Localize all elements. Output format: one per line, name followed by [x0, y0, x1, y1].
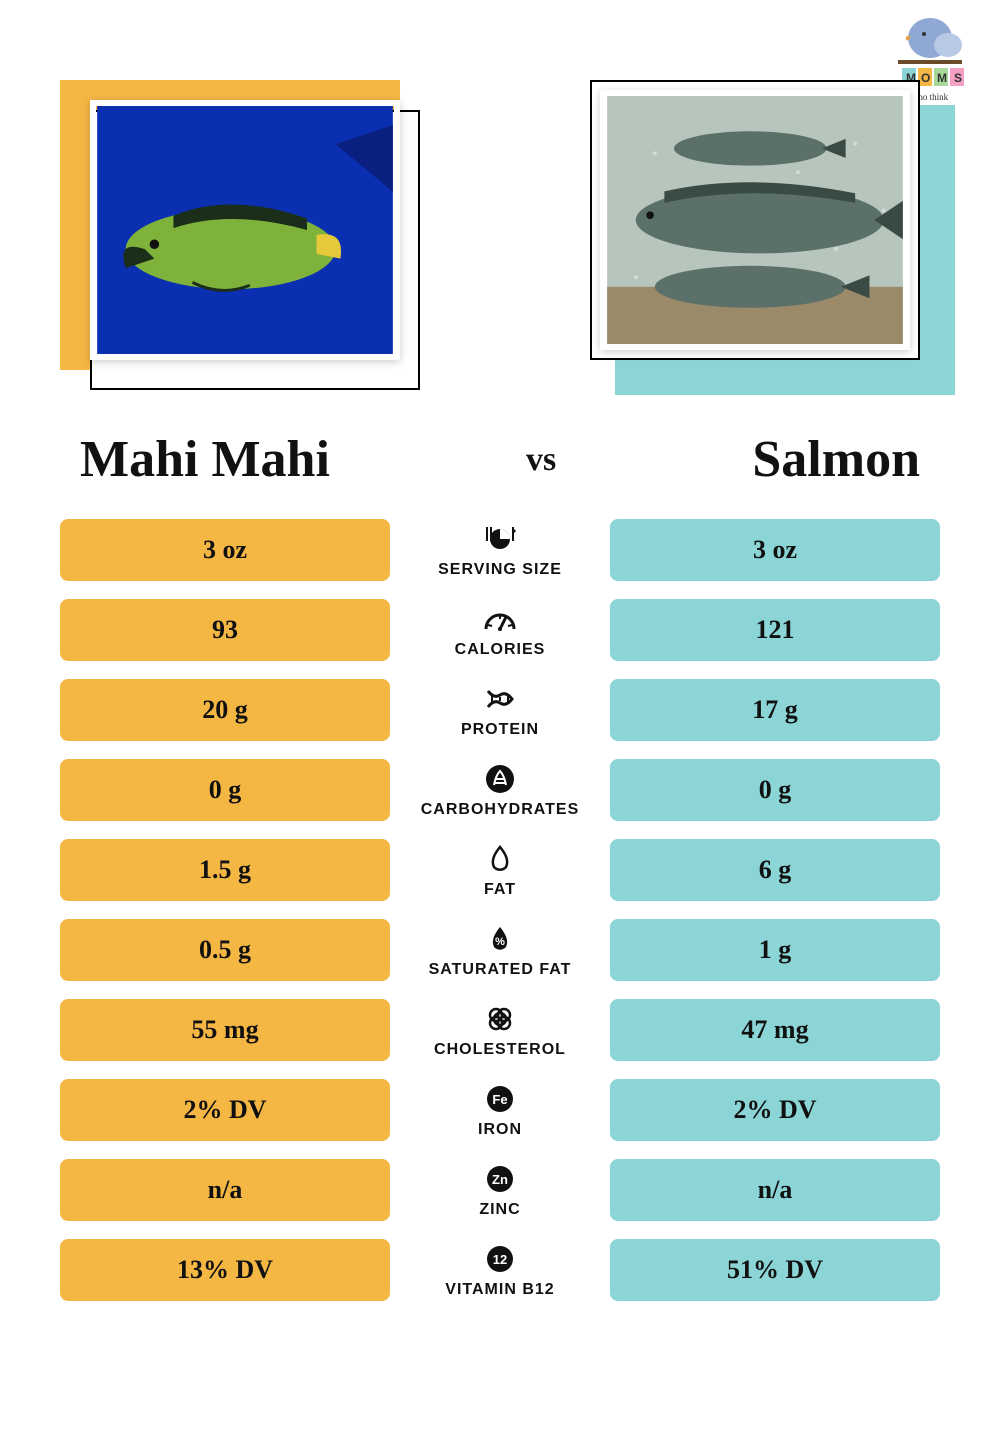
table-row: 0.5 g SATURATED FAT 1 g — [60, 919, 940, 981]
row-label: VITAMIN B12 — [445, 1281, 554, 1299]
right-cell: 3 oz — [610, 519, 940, 581]
center-label: CHOLESTEROL — [410, 1001, 590, 1059]
calories-icon — [482, 601, 518, 637]
comparison-table: 3 oz SERVING SIZE 3 oz 93 CALORIES 121 20 g PRO… — [0, 519, 1000, 1301]
table-row: 55 mg CHOLESTEROL 47 mg — [60, 999, 940, 1061]
vs-label: vs — [526, 441, 556, 479]
right-photo — [600, 90, 910, 350]
row-label: IRON — [478, 1121, 522, 1139]
table-row: 20 g PROTEIN 17 g — [60, 679, 940, 741]
left-cell: 0 g — [60, 759, 390, 821]
left-image-card — [60, 80, 410, 380]
center-label: SATURATED FAT — [410, 921, 590, 979]
left-photo — [90, 100, 400, 360]
protein-icon — [482, 681, 518, 717]
iron-icon — [482, 1081, 518, 1117]
right-cell: 17 g — [610, 679, 940, 741]
row-label: PROTEIN — [461, 721, 539, 739]
row-label: FAT — [484, 881, 516, 899]
right-cell: n/a — [610, 1159, 940, 1221]
zinc-icon — [482, 1161, 518, 1197]
table-row: n/a ZINC n/a — [60, 1159, 940, 1221]
table-row: 1.5 g FAT 6 g — [60, 839, 940, 901]
row-label: CALORIES — [455, 641, 546, 659]
left-cell: 2% DV — [60, 1079, 390, 1141]
left-cell: 55 mg — [60, 999, 390, 1061]
svg-text:S: S — [954, 71, 962, 85]
right-cell: 51% DV — [610, 1239, 940, 1301]
table-row: 13% DV VITAMIN B12 51% DV — [60, 1239, 940, 1301]
serving-icon — [482, 521, 518, 557]
center-label: VITAMIN B12 — [410, 1241, 590, 1299]
right-cell: 121 — [610, 599, 940, 661]
table-row: 93 CALORIES 121 — [60, 599, 940, 661]
right-cell: 1 g — [610, 919, 940, 981]
center-label: PROTEIN — [410, 681, 590, 739]
right-image-card — [590, 80, 940, 380]
left-cell: 93 — [60, 599, 390, 661]
center-label: CALORIES — [410, 601, 590, 659]
titles-row: Mahi Mahi vs Salmon — [0, 410, 1000, 519]
b12-icon — [482, 1241, 518, 1277]
left-cell: 13% DV — [60, 1239, 390, 1301]
right-cell: 6 g — [610, 839, 940, 901]
row-label: CARBOHYDRATES — [421, 801, 579, 819]
left-cell: 3 oz — [60, 519, 390, 581]
table-row: 0 g CARBOHYDRATES 0 g — [60, 759, 940, 821]
left-cell: 1.5 g — [60, 839, 390, 901]
center-label: SERVING SIZE — [410, 521, 590, 579]
images-row — [0, 0, 1000, 410]
cholesterol-icon — [482, 1001, 518, 1037]
left-cell: 20 g — [60, 679, 390, 741]
row-label: SATURATED FAT — [429, 961, 572, 979]
carbs-icon — [482, 761, 518, 797]
center-label: ZINC — [410, 1161, 590, 1219]
row-label: CHOLESTEROL — [434, 1041, 566, 1059]
right-cell: 0 g — [610, 759, 940, 821]
table-row: 2% DV IRON 2% DV — [60, 1079, 940, 1141]
left-cell: 0.5 g — [60, 919, 390, 981]
fat-icon — [482, 841, 518, 877]
left-cell: n/a — [60, 1159, 390, 1221]
right-cell: 47 mg — [610, 999, 940, 1061]
center-label: FAT — [410, 841, 590, 899]
row-label: SERVING SIZE — [438, 561, 562, 579]
center-label: IRON — [410, 1081, 590, 1139]
left-title: Mahi Mahi — [80, 430, 330, 489]
right-cell: 2% DV — [610, 1079, 940, 1141]
table-row: 3 oz SERVING SIZE 3 oz — [60, 519, 940, 581]
center-label: CARBOHYDRATES — [410, 761, 590, 819]
row-label: ZINC — [479, 1201, 520, 1219]
satfat-icon — [482, 921, 518, 957]
right-title: Salmon — [752, 430, 920, 489]
